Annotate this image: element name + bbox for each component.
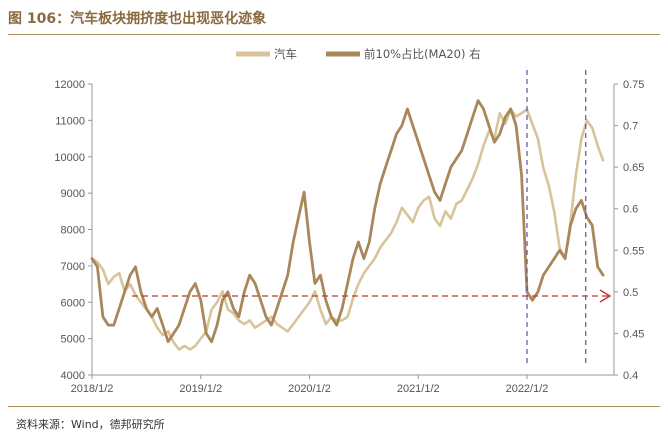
y-right-tick-label: 0.5: [623, 287, 638, 299]
y-left-tick-label: 11000: [55, 115, 85, 127]
line-chart: 汽车 前10%占比(MA20) 右 4000 5000 6000 7000 8000 90…: [54, 47, 644, 395]
x-tick-label: 2019/1/2: [179, 383, 222, 395]
y-right-tick-label: 0.65: [623, 162, 644, 174]
source-divider: [8, 406, 660, 407]
y-right-tick-label: 0.7: [623, 121, 638, 133]
y-right-tick-label: 0.75: [623, 79, 644, 91]
y-right-tick-label: 0.45: [623, 328, 644, 340]
y-right-tick-label: 0.55: [623, 245, 644, 257]
x-tick-label: 2021/1/2: [397, 383, 440, 395]
y-left-tick-label: 10000: [54, 152, 85, 164]
y-left-tick-label: 6000: [61, 297, 85, 309]
x-tick-label: 2018/1/2: [71, 383, 114, 395]
y-left-tick-label: 5000: [61, 334, 85, 346]
reference-arrowhead: [599, 289, 612, 303]
series-line-auto: [90, 108, 605, 351]
y-right-tick-label: 0.6: [623, 204, 638, 216]
title-divider: [8, 34, 660, 35]
y-right-tick-label: 0.4: [623, 370, 638, 382]
overlay-layer: [132, 70, 612, 365]
series-line-top10: [90, 99, 605, 344]
source-note: 资料来源：Wind，德邦研究所: [16, 418, 165, 431]
y-left-tick-label: 7000: [61, 261, 85, 273]
legend-label-top10: 前10%占比(MA20) 右: [364, 47, 481, 61]
x-tick-label: 2022/1/2: [506, 383, 549, 395]
chart-axes: 4000 5000 6000 7000 8000 9000 10000 11000 12000 0…: [54, 79, 644, 395]
legend-label-auto: 汽车: [274, 47, 297, 61]
y-left-tick-label: 4000: [61, 370, 85, 382]
chart-title: 图 106：汽车板块拥挤度也出现恶化迹象: [8, 11, 267, 27]
y-left-tick-label: 8000: [61, 225, 85, 237]
chart-legend: 汽车 前10%占比(MA20) 右: [236, 47, 481, 61]
x-tick-label: 2020/1/2: [288, 383, 331, 395]
y-left-tick-label: 12000: [54, 79, 85, 91]
series-layer: [90, 99, 605, 351]
y-left-tick-label: 9000: [61, 188, 85, 200]
